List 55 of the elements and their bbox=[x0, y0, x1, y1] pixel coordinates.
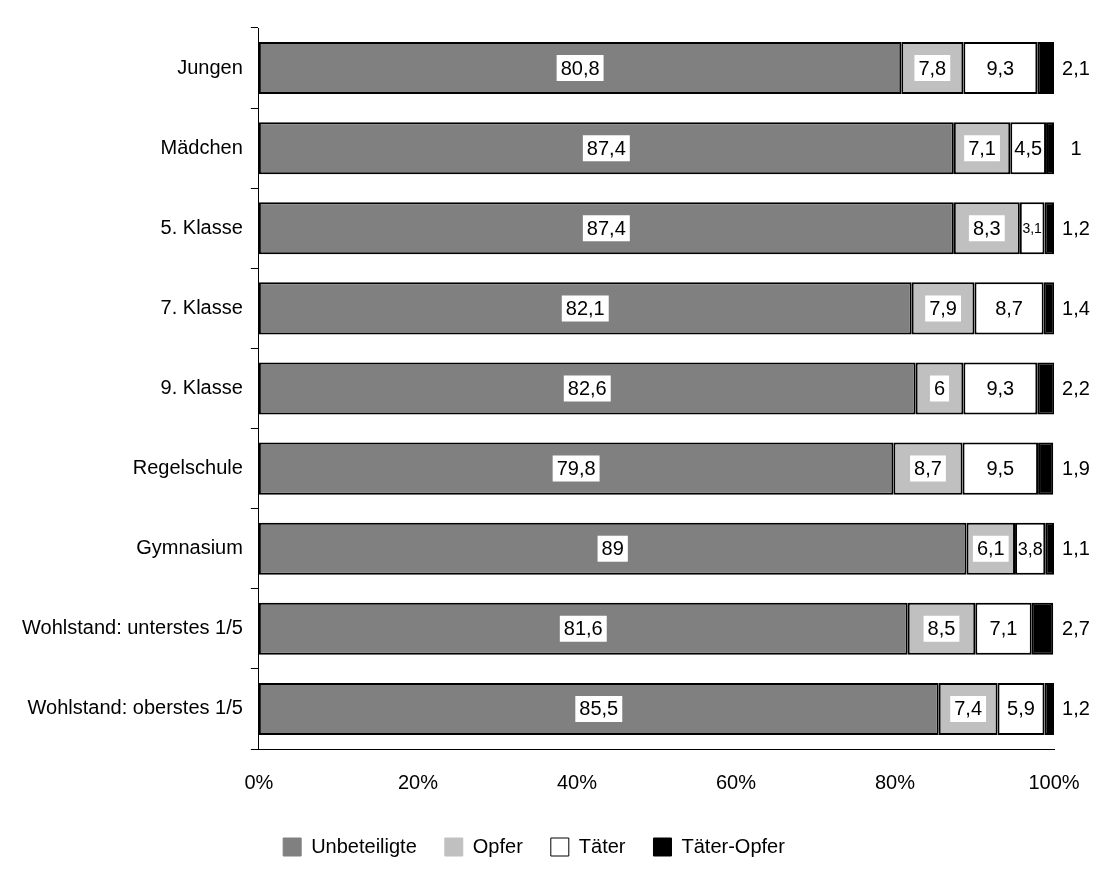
data-label: 8,5 bbox=[927, 617, 956, 640]
data-label: 7,4 bbox=[954, 697, 983, 720]
data-label: 7,1 bbox=[989, 617, 1018, 640]
data-label: 80,8 bbox=[560, 56, 600, 79]
y-tick-label: Jungen bbox=[177, 55, 243, 78]
y-tick-label: Wohlstand: oberstes 1/5 bbox=[27, 696, 243, 719]
data-label: 8,3 bbox=[972, 216, 1001, 239]
data-label: 87,4 bbox=[586, 136, 626, 159]
data-label: 1,9 bbox=[1062, 457, 1090, 480]
data-label: 7,9 bbox=[929, 296, 957, 319]
x-tick-label: 0% bbox=[244, 770, 274, 793]
legend-label: Opfer bbox=[472, 834, 524, 857]
data-label: 87,4 bbox=[586, 216, 626, 239]
data-label: 81,6 bbox=[563, 617, 603, 640]
data-label: 7,8 bbox=[918, 56, 947, 79]
data-label: 9,3 bbox=[986, 377, 1015, 400]
x-tick-label: 60% bbox=[715, 770, 757, 793]
data-label: 82,1 bbox=[565, 296, 605, 319]
data-label: 1,2 bbox=[1062, 697, 1090, 720]
x-tick-label: 80% bbox=[874, 770, 916, 793]
y-tick-label: Wohlstand: unterstes 1/5 bbox=[21, 616, 243, 639]
y-tick-label: 7. Klasse bbox=[160, 295, 243, 318]
data-label: 1,4 bbox=[1062, 296, 1090, 319]
x-tick-label: 100% bbox=[1028, 770, 1080, 793]
data-label: 8,7 bbox=[995, 296, 1023, 319]
data-label: 3,1 bbox=[1022, 220, 1043, 237]
data-label: 2,7 bbox=[1062, 617, 1090, 640]
data-label: 6 bbox=[933, 377, 946, 400]
y-tick-label: Gymnasium bbox=[136, 536, 243, 559]
data-label: 9,5 bbox=[986, 457, 1015, 480]
legend-label: Unbeteiligte bbox=[311, 834, 417, 857]
data-label: 89 bbox=[601, 537, 624, 560]
data-label: 6,1 bbox=[976, 537, 1005, 560]
data-label: 4,5 bbox=[1014, 136, 1043, 159]
y-tick-label: Regelschule bbox=[132, 456, 243, 479]
data-label: 1,2 bbox=[1062, 216, 1090, 239]
y-tick-label: Mädchen bbox=[160, 135, 243, 158]
data-label: 9,3 bbox=[986, 56, 1015, 79]
data-label: 8,7 bbox=[914, 457, 942, 480]
legend-label: Täter bbox=[578, 834, 626, 857]
data-label: 82,6 bbox=[567, 377, 607, 400]
data-label: 5,9 bbox=[1007, 697, 1035, 720]
data-label: 1,1 bbox=[1062, 537, 1090, 560]
data-label: 1 bbox=[1070, 136, 1082, 159]
data-label: 79,8 bbox=[556, 457, 596, 480]
x-tick-label: 20% bbox=[397, 770, 439, 793]
legend-label: Täter-Opfer bbox=[681, 834, 786, 857]
data-label: 7,1 bbox=[968, 136, 996, 159]
y-tick-label: 9. Klasse bbox=[160, 376, 243, 399]
x-tick-label: 40% bbox=[556, 770, 598, 793]
data-label: 2,2 bbox=[1062, 377, 1090, 400]
data-label: 2,1 bbox=[1062, 56, 1090, 79]
data-label: 3,8 bbox=[1017, 538, 1043, 559]
data-label: 85,5 bbox=[579, 697, 619, 720]
y-tick-label: 5. Klasse bbox=[160, 215, 243, 238]
